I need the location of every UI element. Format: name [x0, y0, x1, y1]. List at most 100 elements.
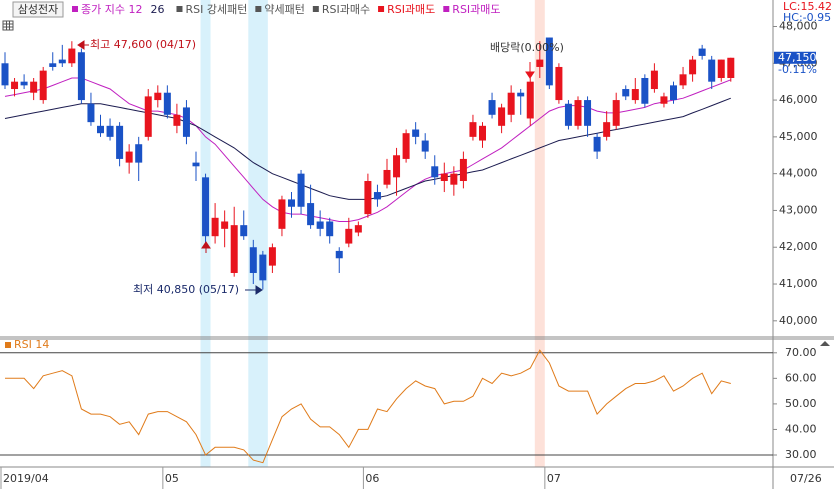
y-tick-label: 70.00: [785, 346, 817, 359]
signal-arrow: [201, 241, 211, 253]
rsi-scroll-button[interactable]: [820, 341, 830, 346]
candle-body: [498, 107, 506, 126]
y-tick-label: 40.00: [785, 422, 817, 435]
candle-body: [373, 192, 381, 200]
candle-body: [125, 151, 133, 163]
change-label: -0.11%: [778, 63, 817, 76]
legend-label: RSI과매수: [322, 3, 370, 16]
candle-body: [469, 122, 477, 137]
annotation-arrow: [245, 285, 263, 295]
candle-body: [450, 173, 458, 185]
legend-swatch: [378, 6, 385, 12]
candle-body: [297, 173, 305, 207]
candle-body: [154, 92, 162, 101]
signal-band: [248, 0, 268, 467]
candle-body: [116, 125, 124, 159]
legend-swatch: [176, 6, 183, 12]
candle-body: [383, 169, 391, 185]
legend-label: RSI과매도: [387, 3, 435, 16]
candle-body: [240, 225, 248, 237]
legend-label: 약세패턴: [264, 2, 304, 16]
candle-body: [49, 63, 57, 67]
candle-body: [459, 158, 467, 182]
candle-body: [30, 81, 38, 93]
candle-body: [679, 74, 687, 86]
x-tick-label: 05: [165, 472, 179, 485]
y-tick-label: 42,000: [779, 240, 818, 253]
candle-body: [479, 125, 486, 141]
candle-body: [660, 96, 668, 104]
candle-body: [689, 59, 697, 75]
candle-body: [249, 247, 257, 273]
candle-body: [641, 77, 649, 104]
y-tick-label: 43,000: [779, 203, 818, 216]
candle-body: [192, 162, 200, 167]
candle-body: [11, 81, 19, 90]
candle-body: [402, 133, 410, 159]
candle-body: [135, 144, 143, 163]
candle-body: [364, 181, 372, 215]
candle-body: [68, 48, 76, 64]
candle-body: [97, 125, 104, 134]
rsi-line: [5, 349, 731, 464]
y-tick-label: 48,000: [779, 19, 818, 32]
candle-body: [278, 199, 286, 229]
candle-body: [612, 100, 620, 126]
candle-body: [77, 52, 85, 101]
y-tick-label: 40,000: [779, 314, 818, 327]
hc-label: HC:-0.95: [783, 11, 831, 24]
candle-body: [545, 37, 553, 86]
rsi-title: RSI 14: [14, 338, 49, 351]
x-tick-label: 06: [365, 472, 379, 485]
candle-body: [307, 203, 315, 226]
candle-body: [507, 92, 515, 115]
candle-body: [144, 96, 152, 137]
candle-body: [593, 136, 601, 152]
candle-body: [1, 63, 9, 86]
y-tick-label: 50.00: [785, 397, 817, 410]
candle-body: [431, 166, 439, 178]
candle-body: [555, 66, 563, 101]
candle-body: [20, 81, 28, 86]
candle-body: [335, 250, 343, 259]
candle-body: [163, 92, 171, 115]
candle-body: [106, 125, 114, 137]
candle-body: [221, 221, 229, 229]
candle-body: [574, 100, 582, 126]
candle-body: [87, 103, 95, 123]
y-tick-label: 45,000: [779, 130, 818, 143]
y-tick-label: 60.00: [785, 371, 817, 384]
candle-body: [488, 100, 496, 115]
candle-body: [622, 89, 630, 97]
candle-body: [182, 107, 190, 137]
y-tick-label: 41,000: [779, 277, 818, 290]
candle-body: [316, 221, 324, 229]
candle-body: [393, 155, 401, 178]
candle-body: [708, 59, 716, 82]
candle-body: [421, 140, 429, 152]
y-tick-label: 44,000: [779, 167, 818, 180]
lc-label: LC:15.42: [783, 0, 832, 13]
candle-body: [584, 100, 592, 126]
x-tick-label: 2019/04: [3, 472, 49, 485]
candle-body: [39, 70, 47, 101]
stock-name: 삼성전자: [18, 3, 58, 16]
candle-body: [58, 59, 66, 64]
candle-body: [268, 247, 276, 266]
legend-swatch: [5, 342, 11, 348]
annotation-arrow: [525, 62, 535, 79]
last-price-label: 47,150: [778, 51, 817, 64]
candle-body: [202, 177, 210, 237]
candle-body: [211, 217, 219, 237]
legend-swatch: [312, 6, 319, 12]
legend-swatch: [443, 6, 450, 12]
candle-body: [230, 225, 238, 273]
legend-label: 26: [150, 3, 164, 16]
candle-body: [526, 81, 534, 119]
grid-icon[interactable]: [2, 20, 14, 31]
candle-body: [631, 89, 639, 101]
candle-body: [564, 103, 572, 126]
y-tick-label: 30.00: [785, 448, 817, 461]
stock-box[interactable]: [12, 1, 64, 18]
